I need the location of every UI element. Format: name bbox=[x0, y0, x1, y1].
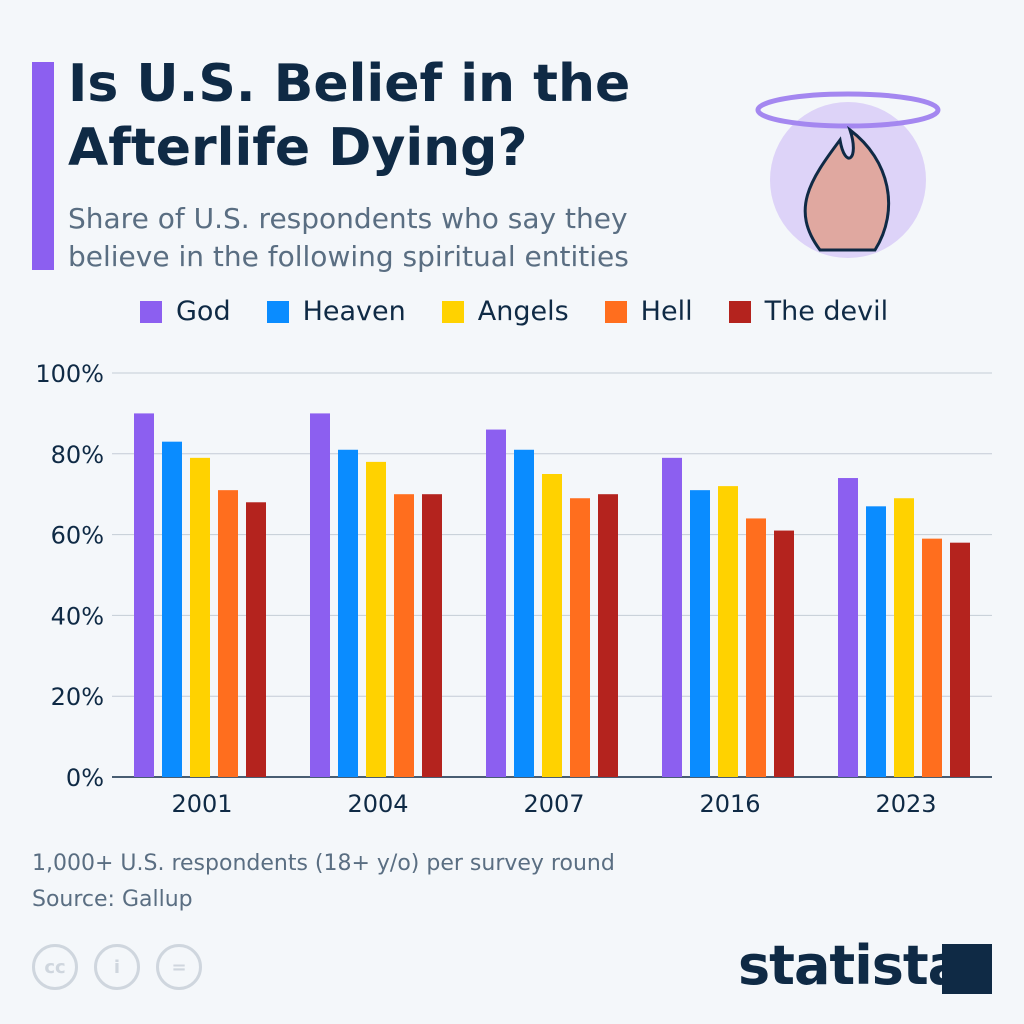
bar-hell-2023 bbox=[922, 538, 942, 777]
chart-title: Is U.S. Belief in the Afterlife Dying? bbox=[68, 54, 631, 178]
bar-god-2016 bbox=[662, 457, 682, 777]
bar-the-devil-2023 bbox=[950, 542, 970, 777]
legend-label: Angels bbox=[477, 296, 569, 327]
x-tick-label: 2023 bbox=[875, 790, 936, 818]
bar-hell-2004 bbox=[394, 494, 414, 777]
bar-the-devil-2001 bbox=[246, 502, 266, 777]
bar-heaven-2016 bbox=[690, 490, 710, 777]
no-derivatives-icon[interactable]: = bbox=[156, 944, 202, 990]
bar-heaven-2001 bbox=[162, 441, 182, 777]
title-accent-bar bbox=[32, 62, 54, 270]
y-tick-label: 0% bbox=[66, 764, 104, 792]
y-tick-label: 80% bbox=[51, 441, 104, 469]
bar-heaven-2004 bbox=[338, 449, 358, 777]
legend-label: Hell bbox=[640, 296, 693, 327]
bar-angels-2004 bbox=[366, 461, 386, 777]
bar-the-devil-2004 bbox=[422, 494, 442, 777]
legend-item: Heaven bbox=[266, 296, 406, 327]
survey-note: 1,000+ U.S. respondents (18+ y/o) per su… bbox=[32, 851, 615, 876]
legend-swatch bbox=[728, 300, 751, 323]
legend-item: Hell bbox=[604, 296, 693, 327]
y-tick-label: 40% bbox=[51, 602, 104, 630]
bar-angels-2001 bbox=[190, 457, 210, 777]
bar-angels-2023 bbox=[894, 498, 914, 777]
bar-god-2004 bbox=[310, 413, 330, 777]
bar-god-2007 bbox=[486, 429, 506, 777]
bar-the-devil-2016 bbox=[774, 530, 794, 777]
x-tick-label: 2007 bbox=[523, 790, 584, 818]
legend-swatch bbox=[604, 300, 627, 323]
bar-chart: 0% 20% 40% 60% 80% 100% 2001 2004 2007 2016 2023 bbox=[35, 360, 992, 818]
bar-heaven-2023 bbox=[866, 506, 886, 777]
bar-the-devil-2007 bbox=[598, 494, 618, 777]
y-tick-label: 60% bbox=[51, 522, 104, 550]
bar-hell-2007 bbox=[570, 498, 590, 777]
legend: God Heaven Angels Hell The devil bbox=[140, 296, 888, 327]
x-tick-label: 2016 bbox=[699, 790, 760, 818]
y-tick-label: 100% bbox=[35, 360, 104, 388]
x-tick-label: 2001 bbox=[171, 790, 232, 818]
attribution-icon[interactable]: i bbox=[94, 944, 140, 990]
legend-label: God bbox=[176, 296, 231, 327]
bar-heaven-2007 bbox=[514, 449, 534, 777]
bar-hell-2001 bbox=[218, 490, 238, 777]
legend-item: The devil bbox=[728, 296, 889, 327]
chart-subtitle: Share of U.S. respondents who say they b… bbox=[68, 202, 629, 273]
bar-angels-2007 bbox=[542, 474, 562, 777]
halo-flame-illustration bbox=[755, 91, 941, 258]
bar-god-2001 bbox=[134, 413, 154, 777]
bar-hell-2016 bbox=[746, 518, 766, 777]
legend-swatch bbox=[266, 300, 289, 323]
x-tick-label: 2004 bbox=[347, 790, 408, 818]
y-tick-label: 20% bbox=[51, 683, 104, 711]
statista-logo[interactable]: statista bbox=[738, 934, 964, 997]
legend-label: The devil bbox=[764, 296, 889, 327]
source-note: Source: Gallup bbox=[32, 887, 193, 912]
legend-item: Angels bbox=[441, 296, 569, 327]
legend-swatch bbox=[441, 300, 464, 323]
statista-logo-mark bbox=[942, 944, 992, 994]
legend-label: Heaven bbox=[302, 296, 406, 327]
legend-item: God bbox=[140, 296, 231, 327]
bar-god-2023 bbox=[838, 478, 858, 777]
legend-swatch bbox=[140, 300, 162, 323]
cc-license-icon[interactable]: cc bbox=[32, 944, 78, 990]
footnote: 1,000+ U.S. respondents (18+ y/o) per su… bbox=[32, 846, 615, 918]
bar-angels-2016 bbox=[718, 486, 738, 777]
